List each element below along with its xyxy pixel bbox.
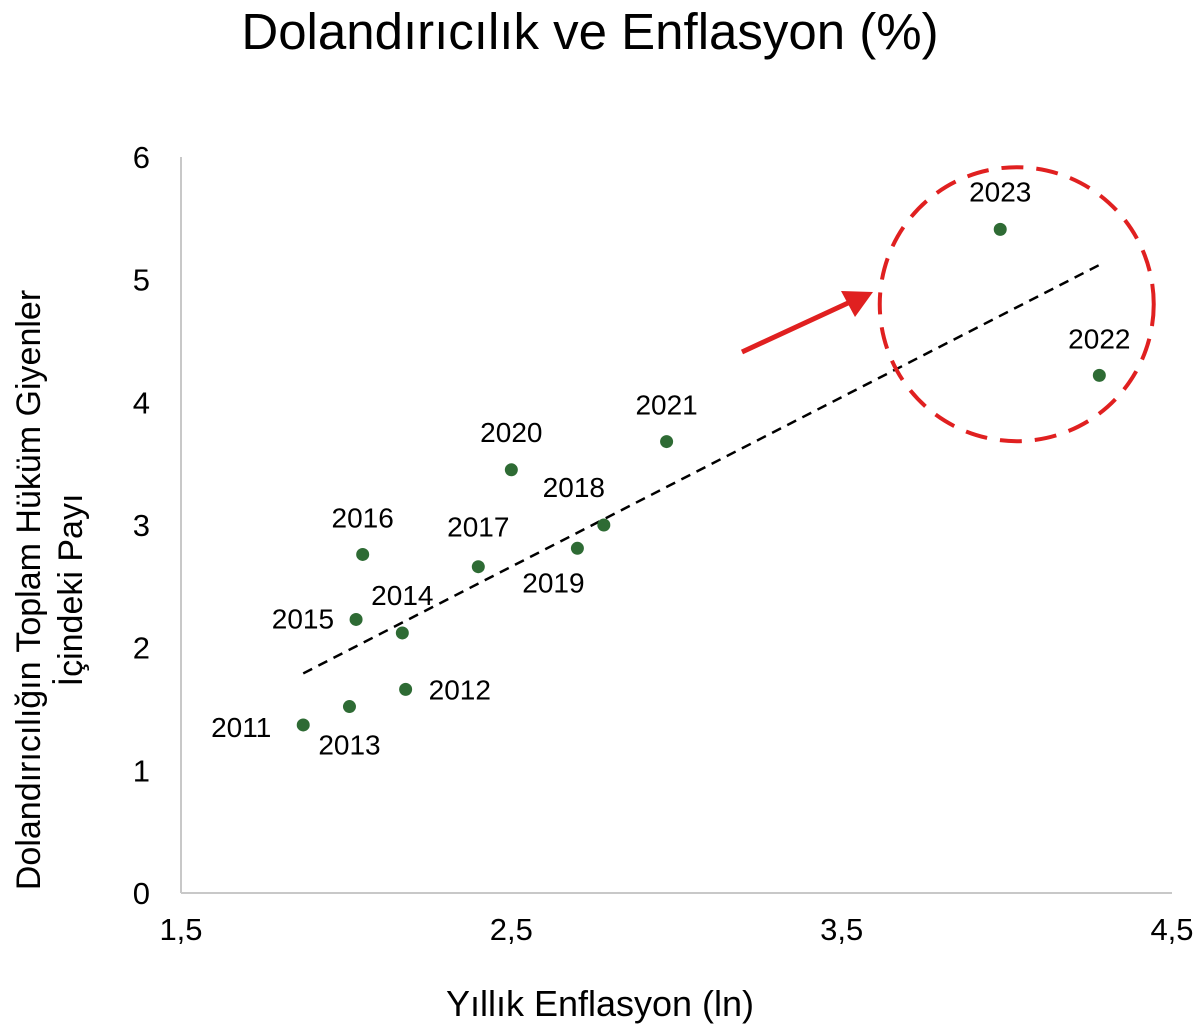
y-tick-label: 1	[133, 753, 150, 788]
trendline-group	[302, 263, 1100, 675]
data-point-label: 2022	[1068, 323, 1130, 354]
data-point	[597, 518, 611, 532]
data-point-label: 2023	[969, 176, 1031, 207]
y-tick-label: 5	[133, 263, 150, 298]
data-point-label: 2015	[272, 603, 334, 634]
x-tick-label: 3,5	[820, 912, 863, 947]
data-point-label: 2012	[429, 674, 491, 705]
y-tick-label: 3	[133, 508, 150, 543]
highlight-arrow	[740, 300, 850, 355]
y-tick-label: 2	[133, 631, 150, 666]
tick-labels: 0 1 2 3 4 5 6 1,5 2,5 3,5 4,5	[133, 140, 1194, 947]
data-point	[356, 547, 370, 561]
data-point-label: 2014	[371, 580, 433, 611]
highlight-arrow-head	[841, 291, 873, 317]
data-point-label: 2017	[447, 512, 509, 543]
data-point-label: 2021	[635, 390, 697, 421]
data-point-label: 2016	[332, 502, 394, 533]
y-axis-label: Dolandırıcılığın Toplam Hüküm Giyenler İç…	[10, 290, 90, 890]
x-tick-label: 2,5	[490, 912, 533, 947]
y-tick-label: 0	[133, 876, 150, 911]
data-point-label: 2011	[211, 712, 271, 743]
highlight-circle	[877, 165, 1156, 444]
data-point-label: 2020	[480, 417, 542, 448]
data-point	[471, 560, 485, 574]
data-point	[660, 435, 674, 449]
data-point	[395, 626, 409, 640]
axes	[180, 157, 1172, 894]
highlight-group	[740, 165, 1156, 444]
data-point-label: 2013	[318, 730, 380, 761]
data-point	[342, 700, 356, 714]
data-point	[993, 222, 1007, 236]
data-point	[399, 682, 413, 696]
y-axis-label-line: Dolandırıcılığın Toplam Hüküm Giyenler	[10, 290, 48, 890]
y-tick-label: 6	[133, 140, 150, 175]
data-point	[504, 463, 518, 477]
y-axis-label-line: İçindeki Payı	[52, 494, 90, 687]
x-axis-label: Yıllık Enflasyon (ln)	[446, 983, 754, 1024]
axis-labels: Yıllık Enflasyon (ln) Dolandırıcılığın To…	[10, 290, 754, 1024]
data-point	[349, 612, 363, 626]
data-point-label: 2018	[543, 472, 605, 503]
x-tick-label: 1,5	[159, 912, 202, 947]
y-tick-label: 4	[133, 385, 150, 420]
data-point	[1092, 368, 1106, 382]
data-point-label: 2019	[522, 567, 584, 598]
data-point	[296, 718, 310, 732]
trendline	[302, 263, 1100, 675]
x-tick-label: 4,5	[1150, 912, 1193, 947]
chart-title: Dolandırıcılık ve Enflasyon (%)	[241, 3, 939, 60]
data-points: 2011 2012 2013 2014 2015 2016 2017 2018 2019 2020…	[211, 176, 1130, 760]
data-point	[570, 541, 584, 555]
